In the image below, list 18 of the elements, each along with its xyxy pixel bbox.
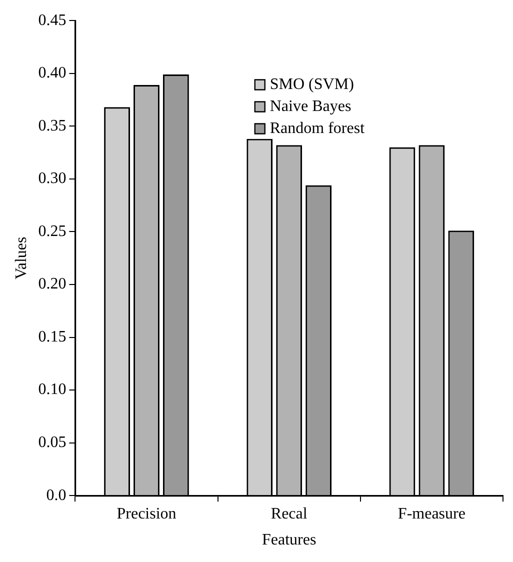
y-tick-label: 0.0 (46, 486, 66, 504)
y-tick-label: 0.40 (38, 64, 66, 82)
y-tick-label: 0.45 (38, 12, 66, 29)
legend-label: Naive Bayes (270, 98, 352, 115)
y-tick-label: 0.10 (38, 381, 66, 398)
y-tick-label: 0.20 (38, 276, 66, 293)
y-tick-label: 0.25 (38, 222, 66, 240)
legend-label: Random forest (270, 120, 366, 137)
legend-label: SMO (SVM) (270, 76, 354, 93)
y-tick-label: 0.15 (38, 328, 66, 346)
x-axis-title: Features (262, 532, 316, 549)
y-tick-label: 0.35 (38, 117, 66, 134)
x-tick-label: F-measure (398, 505, 466, 522)
y-tick-label: 0.30 (38, 170, 66, 188)
x-tick-label: Precision (116, 505, 176, 522)
x-tick-label: Recal (270, 505, 308, 522)
y-tick-label: 0.05 (38, 434, 66, 452)
y-axis-title: Values (12, 236, 30, 280)
